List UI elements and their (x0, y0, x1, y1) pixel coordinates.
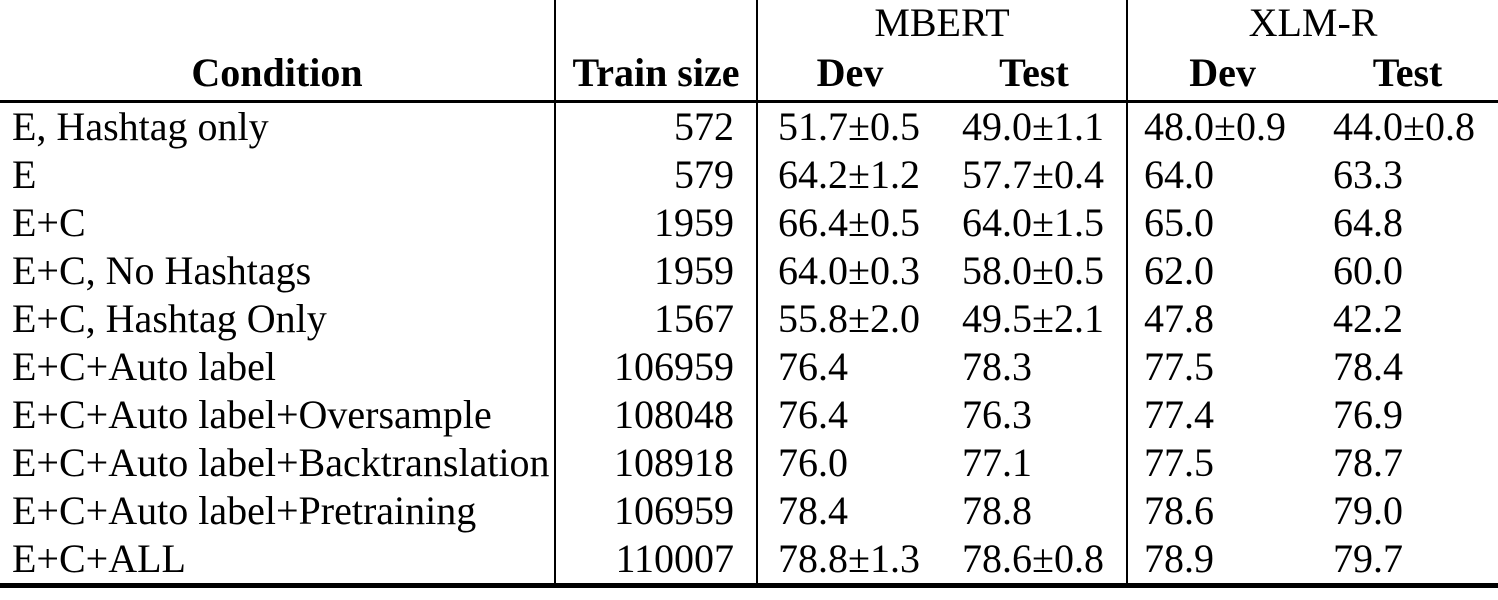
cell-mbert-test: 76.3 (962, 392, 1032, 437)
cell-condition: E+C, Hashtag Only (12, 296, 327, 341)
column-header-mbert-test: Test (942, 46, 1128, 103)
cell-mbert-dev: 76.4 (756, 343, 942, 391)
cell-xlmr-dev: 78.9 (1126, 535, 1318, 588)
table-row: E+C+Auto label 106959 76.4 78.3 77.5 78.4 (0, 343, 1498, 391)
cell-xlmr-dev: 78.6 (1126, 487, 1318, 535)
cell-train-size: 579 (554, 151, 757, 199)
cell-condition: E+C+Auto label+Backtranslation (12, 440, 550, 485)
blank-cell (554, 0, 757, 46)
cell-xlmr-dev: 62.0 (1126, 247, 1318, 295)
cell-condition: E+C+Auto label+Oversample (12, 392, 492, 437)
cell-condition: E+C+Auto label (12, 344, 276, 389)
cell-xlmr-test: 78.4 (1333, 344, 1404, 389)
cell-xlmr-dev: 48.0±0.9 (1126, 101, 1318, 151)
cell-xlmr-dev: 64.0 (1126, 151, 1318, 199)
cell-xlmr-test: 78.7 (1333, 440, 1404, 485)
table-row: E+C+ALL 110007 78.8±1.3 78.6±0.8 78.9 79.7 (0, 535, 1498, 588)
cell-xlmr-test: 60.0 (1333, 248, 1404, 293)
cell-mbert-test: 49.5±2.1 (962, 296, 1104, 341)
cell-train-size: 572 (554, 101, 757, 151)
column-header-xlmr-dev: Dev (1126, 46, 1318, 103)
group-header-row: MBERT XLM-R (0, 0, 1498, 46)
cell-xlmr-test: 64.8 (1333, 200, 1404, 245)
table-row: E+C+Auto label+Oversample 108048 76.4 76.3 7… (0, 391, 1498, 439)
cell-mbert-test: 77.1 (962, 440, 1032, 485)
cell-xlmr-test: 44.0±0.8 (1333, 104, 1475, 149)
cell-mbert-test: 78.6±0.8 (942, 535, 1128, 588)
cell-mbert-dev: 78.4 (756, 487, 942, 535)
cell-train-size: 108048 (554, 391, 757, 439)
cell-train-size: 1959 (554, 199, 757, 247)
column-header-xlmr-test: Test (1317, 46, 1498, 103)
cell-mbert-dev: 66.4±0.5 (756, 199, 942, 247)
table-row: E+C+Auto label+Pretraining 106959 78.4 78.8… (0, 487, 1498, 535)
cell-mbert-dev: 78.8±1.3 (756, 535, 942, 588)
cell-mbert-test: 49.0±1.1 (962, 104, 1104, 149)
cell-xlmr-dev: 77.5 (1126, 343, 1318, 391)
column-group-xlmr: XLM-R (1126, 0, 1498, 46)
cell-train-size: 1567 (554, 295, 757, 343)
cell-xlmr-test: 63.3 (1333, 152, 1404, 197)
blank-cell (0, 0, 555, 46)
cell-xlmr-test: 42.2 (1333, 296, 1404, 341)
cell-condition: E (12, 152, 37, 197)
cell-xlmr-dev: 65.0 (1126, 199, 1318, 247)
cell-condition: E+C (12, 200, 86, 245)
cell-train-size: 106959 (554, 343, 757, 391)
cell-condition: E+C+Auto label+Pretraining (12, 488, 477, 533)
table-row: E+C+Auto label+Backtranslation 108918 76.0… (0, 439, 1498, 487)
table-row: E+C, Hashtag Only 1567 55.8±2.0 49.5±2.1 47.… (0, 295, 1498, 343)
cell-mbert-test: 58.0±0.5 (962, 248, 1104, 293)
cell-condition: E+C+ALL (0, 535, 555, 588)
table-row: E+C, No Hashtags 1959 64.0±0.3 58.0±0.5 62.0… (0, 247, 1498, 295)
cell-mbert-dev: 51.7±0.5 (756, 101, 942, 151)
cell-xlmr-test: 76.9 (1333, 392, 1404, 437)
cell-train-size: 110007 (554, 535, 757, 588)
table-body: E, Hashtag only 572 51.7±0.5 49.0±1.1 48.0±0… (0, 101, 1498, 588)
table-row: E, Hashtag only 572 51.7±0.5 49.0±1.1 48.0±0… (0, 101, 1498, 151)
column-header-mbert-dev: Dev (756, 46, 942, 103)
cell-mbert-dev: 76.0 (756, 439, 942, 487)
column-header-train-size: Train size (554, 46, 757, 103)
cell-xlmr-test: 79.0 (1333, 488, 1404, 533)
table-row: E+C 1959 66.4±0.5 64.0±1.5 65.0 64.8 (0, 199, 1498, 247)
cell-mbert-dev: 55.8±2.0 (756, 295, 942, 343)
cell-condition: E, Hashtag only (12, 104, 269, 149)
cell-mbert-test: 78.3 (962, 344, 1032, 389)
cell-xlmr-dev: 47.8 (1126, 295, 1318, 343)
cell-mbert-dev: 64.2±1.2 (756, 151, 942, 199)
cell-mbert-test: 64.0±1.5 (962, 200, 1104, 245)
cell-mbert-test: 57.7±0.4 (962, 152, 1104, 197)
table-row: E 579 64.2±1.2 57.7±0.4 64.0 63.3 (0, 151, 1498, 199)
column-group-mbert: MBERT (755, 0, 1128, 46)
cell-xlmr-test: 79.7 (1317, 535, 1498, 588)
cell-train-size: 1959 (554, 247, 757, 295)
cell-train-size: 108918 (554, 439, 757, 487)
table-header: MBERT XLM-R Condition Train size Dev Tes… (0, 0, 1498, 103)
cell-xlmr-dev: 77.5 (1126, 439, 1318, 487)
column-header-condition: Condition (0, 46, 555, 103)
cell-xlmr-dev: 77.4 (1126, 391, 1318, 439)
cell-mbert-dev: 64.0±0.3 (756, 247, 942, 295)
cell-train-size: 106959 (554, 487, 757, 535)
cell-mbert-dev: 76.4 (756, 391, 942, 439)
cell-condition: E+C, No Hashtags (12, 248, 312, 293)
cell-mbert-test: 78.8 (962, 488, 1032, 533)
column-header-row: Condition Train size Dev Test Dev Test (0, 46, 1498, 103)
